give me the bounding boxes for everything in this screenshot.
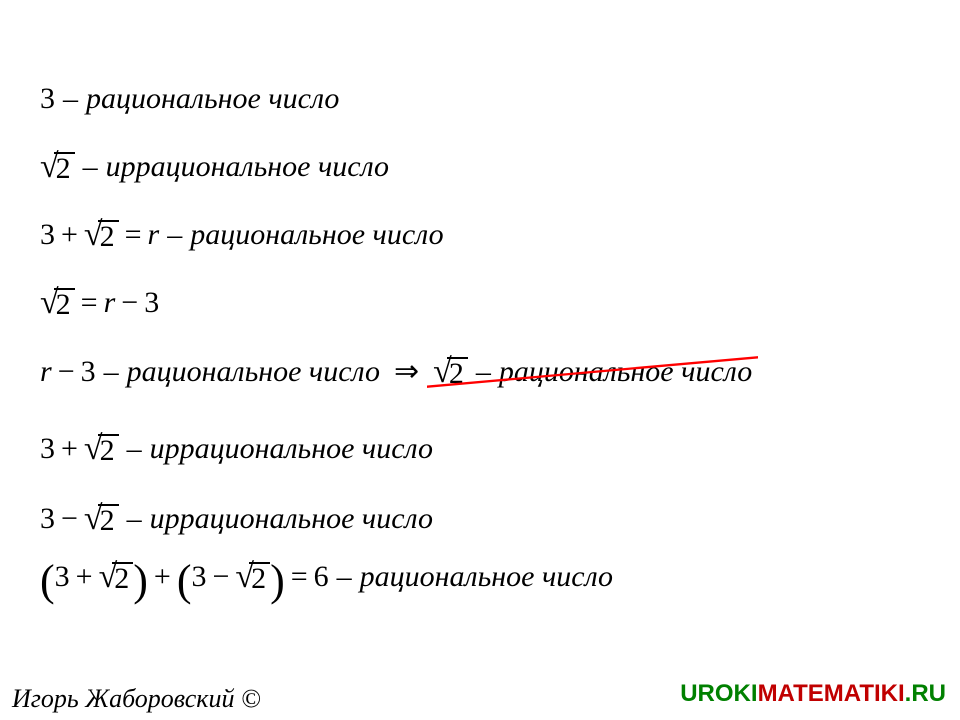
sqrt-2: √2 (433, 355, 468, 389)
line-2: √2 – иррациональное число (40, 150, 389, 184)
op-minus: − (121, 286, 138, 320)
line-3: 3 + √2 = r – рациональное число (40, 218, 444, 252)
label-irrational: иррациональное число (150, 432, 433, 466)
num-6: 6 (314, 560, 329, 594)
num-3: 3 (144, 286, 159, 320)
struck-conclusion: √2 – рациональное число (433, 355, 752, 389)
brand-logo: UROKIMATEMATIKI.RU (680, 680, 946, 708)
sqrt-2: √2 (40, 150, 75, 184)
dash: – (337, 560, 352, 594)
op-equals: = (291, 560, 308, 594)
math-slide: 3 – рациональное число √2 – иррациональн… (0, 0, 960, 720)
op-minus: − (58, 355, 75, 389)
line-1: 3 – рациональное число (40, 82, 339, 116)
brand-part-1: UROKI (680, 680, 757, 707)
dash: – (104, 355, 119, 389)
num-3: 3 (40, 502, 55, 536)
var-r: r (40, 355, 52, 389)
brand-part-2: MATEMATIKI (758, 680, 905, 707)
op-plus: + (61, 218, 78, 252)
lparen: ( (40, 564, 55, 598)
line-4: √2 = r − 3 (40, 286, 159, 320)
label-rational: рациональное число (499, 355, 752, 389)
dash: – (83, 150, 98, 184)
num-3: 3 (40, 82, 55, 116)
line-8: ( 3 + √2 ) + ( 3 − √2 ) = 6 – рациональн… (40, 560, 613, 594)
sqrt-2: √2 (235, 560, 270, 594)
sqrt-2: √2 (99, 560, 134, 594)
lparen: ( (177, 564, 192, 598)
line-6: 3 + √2 – иррациональное число (40, 432, 433, 466)
label-rational: рациональное число (360, 560, 613, 594)
var-r: r (104, 286, 116, 320)
op-minus: − (212, 560, 229, 594)
op-equals: = (81, 286, 98, 320)
var-r: r (148, 218, 160, 252)
num-3: 3 (40, 218, 55, 252)
label-rational: рациональное число (86, 82, 339, 116)
implies-arrow: ⇒ (394, 354, 419, 389)
num-3: 3 (55, 560, 70, 594)
rparen: ) (270, 564, 285, 598)
op-plus: + (76, 560, 93, 594)
rparen: ) (133, 564, 148, 598)
label-irrational: иррациональное число (106, 150, 389, 184)
num-3: 3 (40, 432, 55, 466)
author-credit: Игорь Жаборовский © (12, 684, 261, 714)
op-equals: = (125, 218, 142, 252)
dash: – (476, 355, 491, 389)
line-7: 3 − √2 – иррациональное число (40, 502, 433, 536)
num-3: 3 (81, 355, 96, 389)
dash: – (63, 82, 78, 116)
label-irrational: иррациональное число (150, 502, 433, 536)
op-plus: + (154, 560, 171, 594)
label-rational: рациональное число (127, 355, 380, 389)
sqrt-2: √2 (84, 432, 119, 466)
sqrt-2: √2 (40, 286, 75, 320)
op-minus: − (61, 502, 78, 536)
sqrt-2: √2 (84, 218, 119, 252)
brand-part-3: .RU (905, 680, 946, 707)
line-5: r − 3 – рациональное число ⇒ √2 – рацион… (40, 354, 752, 389)
label-rational: рациональное число (190, 218, 443, 252)
num-3: 3 (191, 560, 206, 594)
dash: – (127, 502, 142, 536)
dash: – (167, 218, 182, 252)
op-plus: + (61, 432, 78, 466)
dash: – (127, 432, 142, 466)
sqrt-2: √2 (84, 502, 119, 536)
